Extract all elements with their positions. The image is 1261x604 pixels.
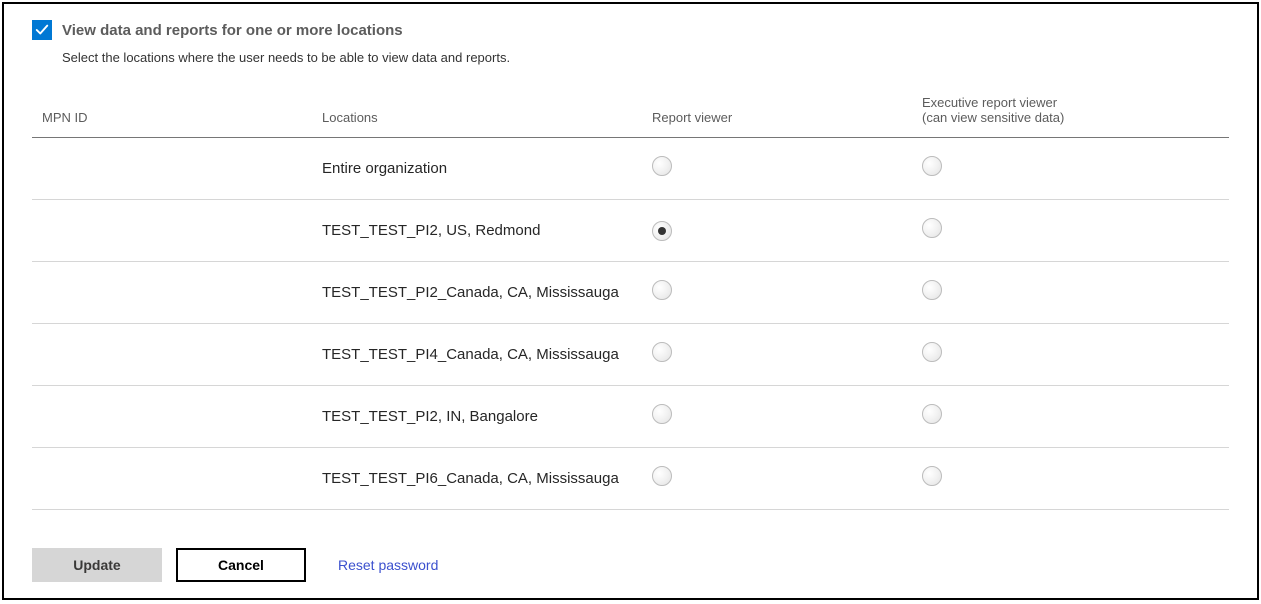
table-row: TEST_TEST_PI2_Canada, CA, Mississauga: [32, 262, 1229, 324]
cell-exec-viewer: [922, 342, 1229, 367]
cell-report-viewer: [652, 156, 922, 181]
exec-viewer-radio[interactable]: [922, 404, 942, 424]
cell-location: TEST_TEST_PI2, IN, Bangalore: [322, 408, 652, 425]
cell-exec-viewer: [922, 218, 1229, 243]
cell-report-viewer: [652, 280, 922, 305]
cell-exec-viewer: [922, 404, 1229, 429]
update-button[interactable]: Update: [32, 548, 162, 582]
button-row: Update Cancel Reset password: [32, 548, 438, 582]
cell-location: Entire organization: [322, 160, 652, 177]
column-header-exec-viewer: Executive report viewer (can view sensit…: [922, 95, 1229, 125]
cancel-button[interactable]: Cancel: [176, 548, 306, 582]
exec-viewer-radio[interactable]: [922, 342, 942, 362]
cell-exec-viewer: [922, 280, 1229, 305]
reset-password-link[interactable]: Reset password: [338, 557, 438, 573]
table-row: TEST_TEST_PI2, IN, Bangalore: [32, 386, 1229, 448]
cell-location: TEST_TEST_PI2, US, Redmond: [322, 222, 652, 239]
header-row: View data and reports for one or more lo…: [32, 20, 1229, 40]
section-title: View data and reports for one or more lo…: [62, 22, 403, 39]
column-header-report-viewer: Report viewer: [652, 110, 922, 125]
cell-report-viewer: [652, 342, 922, 367]
exec-viewer-line2: (can view sensitive data): [922, 110, 1229, 125]
cell-exec-viewer: [922, 466, 1229, 491]
locations-table: MPN ID Locations Report viewer Executive…: [32, 85, 1229, 510]
report-viewer-radio[interactable]: [652, 156, 672, 176]
table-row: Entire organization: [32, 138, 1229, 200]
cell-location: TEST_TEST_PI2_Canada, CA, Mississauga: [322, 284, 652, 301]
cell-location: TEST_TEST_PI4_Canada, CA, Mississauga: [322, 346, 652, 363]
cell-report-viewer: [652, 404, 922, 429]
exec-viewer-radio[interactable]: [922, 156, 942, 176]
table-header: MPN ID Locations Report viewer Executive…: [32, 85, 1229, 138]
report-viewer-radio[interactable]: [652, 404, 672, 424]
cell-location: TEST_TEST_PI6_Canada, CA, Mississauga: [322, 470, 652, 487]
section-description: Select the locations where the user need…: [62, 50, 1229, 65]
cell-report-viewer: [652, 466, 922, 491]
table-row: TEST_TEST_PI2, US, Redmond: [32, 200, 1229, 262]
cell-report-viewer: [652, 221, 922, 241]
checkmark-icon: [35, 23, 49, 37]
column-header-locations: Locations: [322, 110, 652, 125]
view-data-checkbox[interactable]: [32, 20, 52, 40]
report-viewer-radio[interactable]: [652, 221, 672, 241]
permissions-panel: View data and reports for one or more lo…: [2, 2, 1259, 600]
cell-exec-viewer: [922, 156, 1229, 181]
exec-viewer-radio[interactable]: [922, 218, 942, 238]
report-viewer-radio[interactable]: [652, 342, 672, 362]
table-row: TEST_TEST_PI6_Canada, CA, Mississauga: [32, 448, 1229, 510]
exec-viewer-radio[interactable]: [922, 280, 942, 300]
exec-viewer-radio[interactable]: [922, 466, 942, 486]
exec-viewer-line1: Executive report viewer: [922, 95, 1057, 110]
column-header-mpn-id: MPN ID: [42, 110, 322, 125]
table-body: Entire organization TEST_TEST_PI2, US, Re…: [32, 138, 1229, 510]
report-viewer-radio[interactable]: [652, 280, 672, 300]
report-viewer-radio[interactable]: [652, 466, 672, 486]
table-row: TEST_TEST_PI4_Canada, CA, Mississauga: [32, 324, 1229, 386]
